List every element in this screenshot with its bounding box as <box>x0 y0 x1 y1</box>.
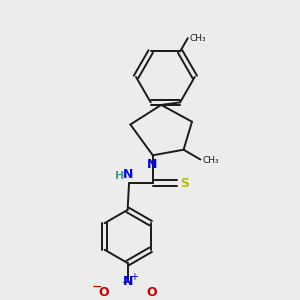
Text: H: H <box>115 171 124 181</box>
Text: CH₃: CH₃ <box>202 156 219 165</box>
Text: O: O <box>147 286 157 299</box>
Text: −: − <box>92 281 102 294</box>
Text: N: N <box>122 168 133 181</box>
Text: N: N <box>147 158 158 170</box>
Text: N: N <box>123 275 134 288</box>
Text: S: S <box>180 177 189 190</box>
Text: +: + <box>130 272 138 282</box>
Text: O: O <box>98 286 109 299</box>
Text: CH₃: CH₃ <box>190 34 206 43</box>
